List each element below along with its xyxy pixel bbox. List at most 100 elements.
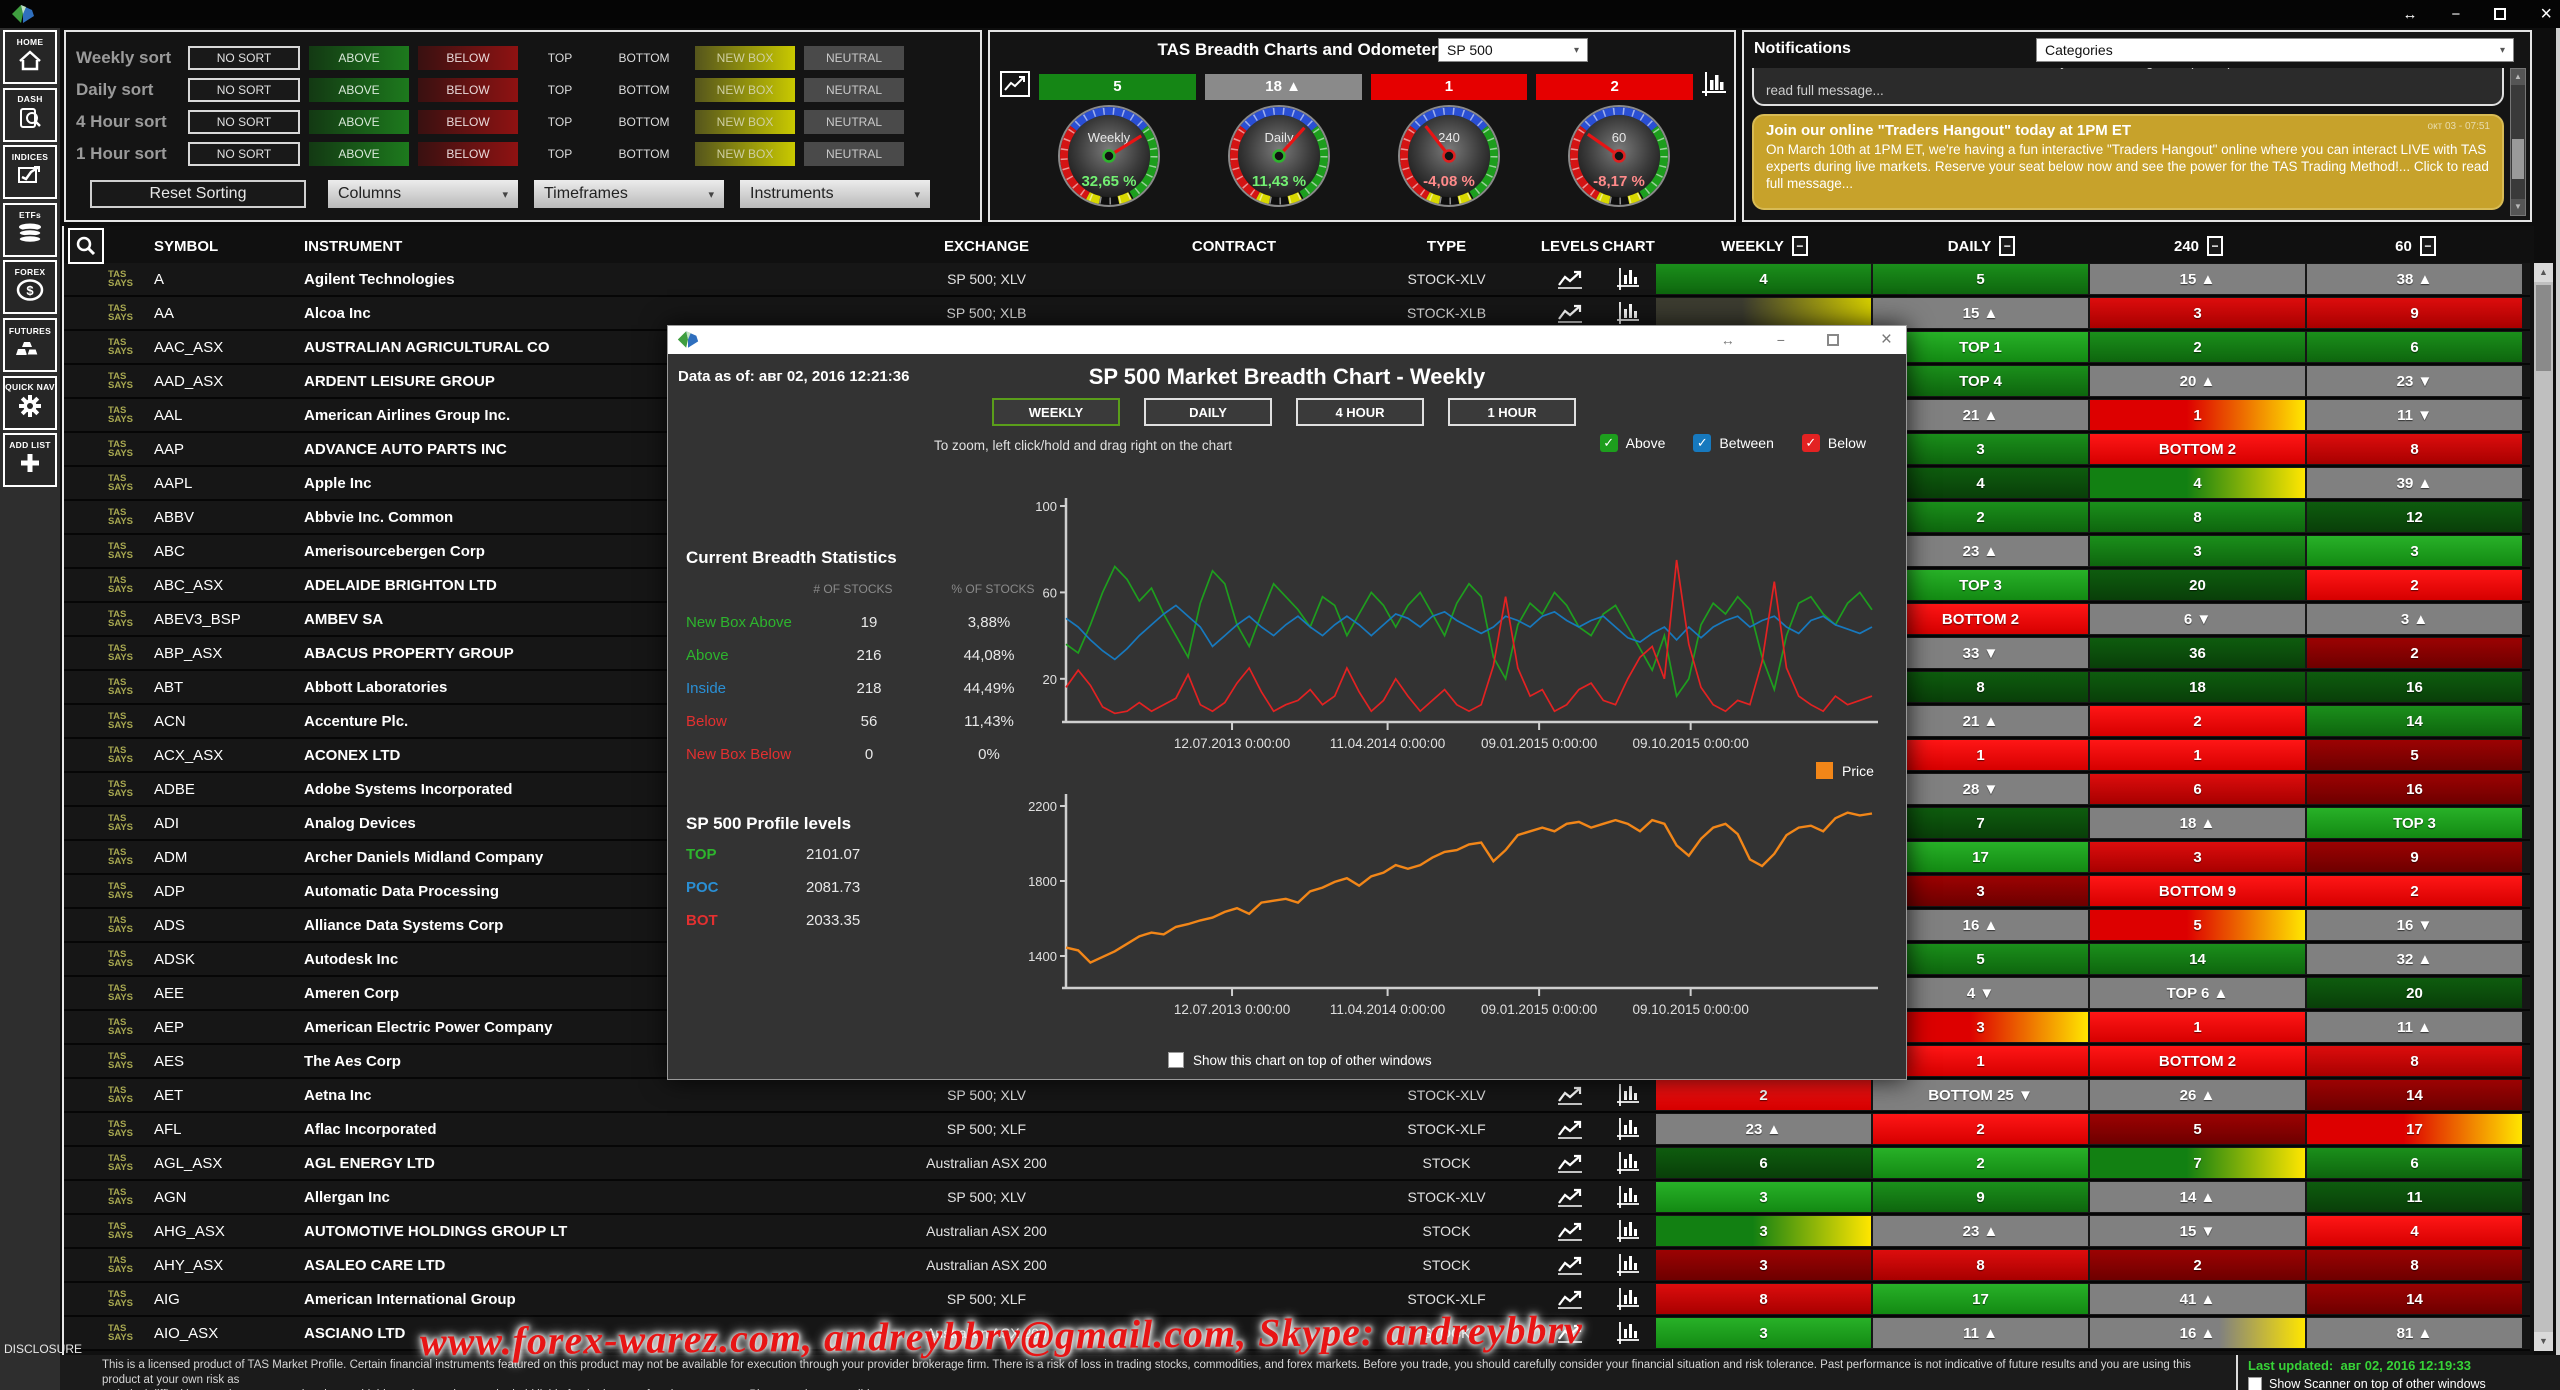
cell-60[interactable]: 11 ▲	[2307, 1012, 2522, 1042]
sort-button-below[interactable]: BELOW	[418, 142, 518, 166]
odometer-gauge-weekly[interactable]: Weekly 32,65 %	[1057, 100, 1161, 218]
table-row-AHG_ASX[interactable]: TAS SAYS AHG_ASX AUTOMOTIVE HOLDINGS GROUP …	[64, 1215, 2530, 1249]
cell-240[interactable]: 8	[2090, 502, 2305, 532]
sort-button-below[interactable]: BELOW	[418, 46, 518, 70]
header-instrument[interactable]: INSTRUMENT	[304, 237, 403, 255]
bar-chart-icon[interactable]	[1702, 70, 1728, 103]
scroll-up-icon[interactable]: ▲	[2534, 263, 2553, 282]
sidebar-item-dash[interactable]: DASH	[3, 87, 57, 142]
cell-60[interactable]: 81 ▲	[2307, 1318, 2522, 1348]
table-row-AIO_ASX[interactable]: TAS SAYS AIO_ASX ASCIANO LTD Australian ASX …	[64, 1317, 2530, 1351]
legend-above[interactable]: ✓ Above	[1599, 434, 1665, 452]
daily-cell[interactable]: 9	[1873, 1182, 2088, 1212]
levels-button[interactable]	[1539, 1254, 1601, 1276]
sidebar-item-futures[interactable]: FUTURES	[3, 318, 57, 372]
sort-button-below[interactable]: BELOW	[418, 78, 518, 102]
line-chart-icon[interactable]	[1000, 71, 1030, 102]
checkbox-scanner-ontop[interactable]	[2248, 1377, 2262, 1390]
collapse-column-icon[interactable]: −	[2207, 236, 2224, 256]
checkbox-ontop[interactable]	[1168, 1052, 1184, 1068]
dialog-resize-icon[interactable]: ↔	[1720, 332, 1735, 348]
levels-button[interactable]	[1539, 1152, 1601, 1174]
breadth-count-box[interactable]: 18 ▲	[1204, 73, 1362, 100]
sort-button-bottom[interactable]: BOTTOM	[618, 83, 670, 97]
cell-60[interactable]: 6	[2307, 332, 2522, 362]
cell-240[interactable]: 4	[2090, 468, 2305, 498]
sort-button-no-sort[interactable]: NO SORT	[188, 142, 300, 166]
cell-240[interactable]: 6	[2090, 774, 2305, 804]
legend-below[interactable]: ✓ Below	[1801, 434, 1866, 452]
daily-cell[interactable]: 5	[1873, 944, 2088, 974]
table-row-A[interactable]: TAS SAYS A Agilent Technologies SP 500; XLV S…	[64, 263, 2530, 297]
cell-240[interactable]: 1	[2090, 400, 2305, 430]
timeframes-dropdown[interactable]: Timeframes ▾	[534, 180, 724, 208]
cell-240[interactable]: 2	[2090, 1250, 2305, 1280]
sort-button-top[interactable]: TOP	[547, 83, 573, 97]
sort-button-top[interactable]: TOP	[547, 51, 573, 65]
scanner-ontop-option[interactable]: Show Scanner on top of other windows	[2248, 1377, 2532, 1390]
daily-cell[interactable]: BOTTOM 2	[1873, 604, 2088, 634]
cell-60[interactable]: 16	[2307, 774, 2522, 804]
cell-60[interactable]: 2	[2307, 638, 2522, 668]
daily-cell[interactable]: 23 ▲	[1873, 1216, 2088, 1246]
collapse-column-icon[interactable]: −	[2419, 236, 2436, 256]
weekly-cell[interactable]: 3	[1656, 1318, 1871, 1348]
scroll-down-icon[interactable]: ▼	[2534, 1332, 2553, 1351]
cell-60[interactable]: 38 ▲	[2307, 264, 2522, 294]
daily-cell[interactable]: BOTTOM 25 ▼	[1873, 1080, 2088, 1110]
daily-cell[interactable]: 23 ▲	[1873, 536, 2088, 566]
cell-60[interactable]: 12	[2307, 502, 2522, 532]
dialog-tab-1-hour[interactable]: 1 HOUR	[1448, 398, 1576, 426]
cell-240[interactable]: 1	[2090, 1012, 2305, 1042]
levels-button[interactable]	[1539, 268, 1601, 290]
breadth-chart[interactable]: 100 60 20 12.07.2013 0:00:00 11.04.2014 0:00…	[1026, 492, 1886, 784]
cell-240[interactable]: 20 ▲	[2090, 366, 2305, 396]
sort-button-neutral[interactable]: NEUTRAL	[804, 46, 904, 70]
dialog-titlebar[interactable]: ↔ − ×	[668, 326, 1906, 354]
window-maximize-icon[interactable]	[2494, 8, 2507, 20]
daily-cell[interactable]: 2	[1873, 1148, 2088, 1178]
categories-dropdown[interactable]: Categories ▾	[2036, 38, 2514, 62]
daily-cell[interactable]: 15 ▲	[1873, 298, 2088, 328]
table-row-AGN[interactable]: TAS SAYS AGN Allergan Inc SP 500; XLV STOCK-X…	[64, 1181, 2530, 1215]
header-type[interactable]: TYPE	[1426, 237, 1467, 255]
daily-cell[interactable]: 16 ▲	[1873, 910, 2088, 940]
cell-240[interactable]: 18	[2090, 672, 2305, 702]
dialog-ontop-option[interactable]: Show this chart on top of other windows	[1168, 1052, 1432, 1068]
sort-button-top[interactable]: TOP	[547, 115, 573, 129]
cell-240[interactable]: 14	[2090, 944, 2305, 974]
sort-button-new-box[interactable]: NEW BOX	[695, 78, 795, 102]
sort-button-neutral[interactable]: NEUTRAL	[804, 110, 904, 134]
daily-cell[interactable]: 17	[1873, 1284, 2088, 1314]
window-close-icon[interactable]: ×	[2540, 2, 2552, 25]
daily-cell[interactable]: 33 ▼	[1873, 638, 2088, 668]
sort-button-no-sort[interactable]: NO SORT	[188, 78, 300, 102]
weekly-cell[interactable]: 23 ▲	[1656, 1114, 1871, 1144]
sort-button-above[interactable]: ABOVE	[309, 46, 409, 70]
cell-60[interactable]: 2	[2307, 570, 2522, 600]
dialog-tab-daily[interactable]: DAILY	[1144, 398, 1272, 426]
table-row-AIG[interactable]: TAS SAYS AIG American International Group SP…	[64, 1283, 2530, 1317]
levels-button[interactable]	[1539, 1084, 1601, 1106]
cell-240[interactable]: 36	[2090, 638, 2305, 668]
header-exchange[interactable]: EXCHANGE	[943, 237, 1029, 255]
sort-button-above[interactable]: ABOVE	[309, 110, 409, 134]
cell-240[interactable]: 18 ▲	[2090, 808, 2305, 838]
cell-60[interactable]: 16 ▼	[2307, 910, 2522, 940]
table-row-AGL_ASX[interactable]: TAS SAYS AGL_ASX AGL ENERGY LTD Australian A…	[64, 1147, 2530, 1181]
chart-button[interactable]	[1601, 1150, 1656, 1176]
sort-button-bottom[interactable]: BOTTOM	[618, 51, 670, 65]
sort-button-above[interactable]: ABOVE	[309, 142, 409, 166]
sidebar-item-add-list[interactable]: ADD LIST	[3, 433, 57, 488]
weekly-cell[interactable]: 4	[1656, 264, 1871, 294]
weekly-cell[interactable]: 2	[1656, 1080, 1871, 1110]
daily-cell[interactable]: 8	[1873, 672, 2088, 702]
sort-button-new-box[interactable]: NEW BOX	[695, 46, 795, 70]
daily-cell[interactable]: 1	[1873, 740, 2088, 770]
daily-cell[interactable]: 28 ▼	[1873, 774, 2088, 804]
cell-60[interactable]: 16	[2307, 672, 2522, 702]
cell-240[interactable]: 2	[2090, 332, 2305, 362]
levels-button[interactable]	[1539, 1186, 1601, 1208]
daily-cell[interactable]: 17	[1873, 842, 2088, 872]
cell-60[interactable]: 9	[2307, 842, 2522, 872]
